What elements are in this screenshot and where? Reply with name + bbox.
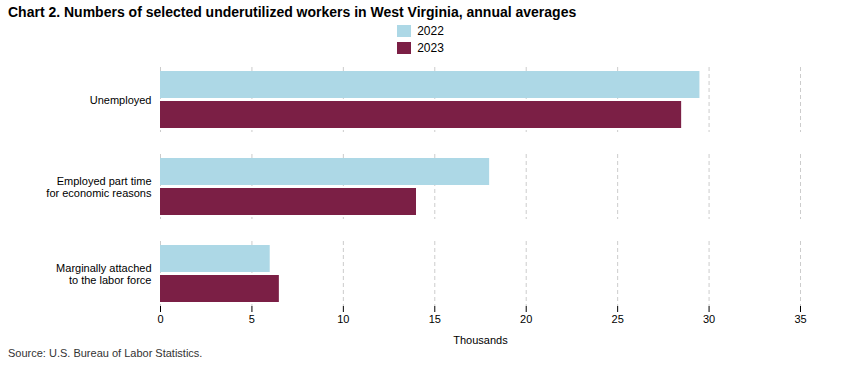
svg-text:25: 25	[612, 313, 624, 325]
svg-text:20: 20	[520, 313, 532, 325]
svg-text:30: 30	[703, 313, 715, 325]
svg-text:10: 10	[337, 313, 349, 325]
svg-text:Marginally attachedto the labo: Marginally attachedto the labor force	[56, 262, 151, 286]
html-text:2022: 2022	[417, 24, 444, 38]
svg-text:Employed part timefor economic: Employed part timefor economic reasons	[46, 175, 152, 199]
html-text:Source: U.S. Bureau of Labor S: Source: U.S. Bureau of Labor Statistics.	[8, 347, 203, 359]
svg-text:15: 15	[429, 313, 441, 325]
svg-text:Thousands: Thousands	[453, 334, 508, 346]
html-text:2023: 2023	[417, 41, 444, 55]
svg-text:Unemployed: Unemployed	[90, 94, 152, 106]
svg-text:0: 0	[157, 313, 163, 325]
svg-text:5: 5	[249, 313, 255, 325]
html-text:Chart 2. Numbers of selected u: Chart 2. Numbers of selected underutiliz…	[8, 4, 577, 20]
svg-text:35: 35	[794, 313, 806, 325]
